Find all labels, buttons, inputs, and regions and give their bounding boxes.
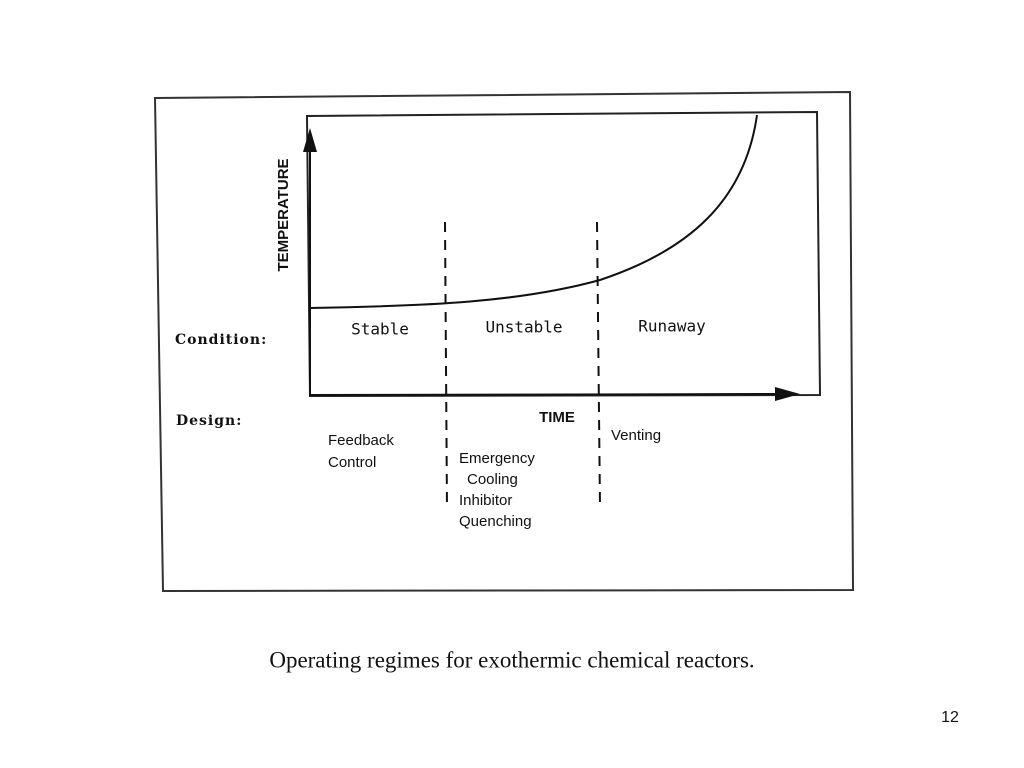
design-item: Control [328,454,376,471]
y-arrow [303,128,317,152]
condition-label: Condition: [175,332,267,348]
figure-frame [153,90,855,593]
design-item: Cooling [467,471,518,488]
page-number: 12 [941,709,959,726]
y-axis-label: TEMPERATURE [275,158,292,271]
x-axis [309,393,786,396]
condition: Stable [351,320,409,339]
design-item: Inhibitor [459,492,512,509]
design-item: Venting [611,427,661,444]
condition: Unstable [485,318,562,337]
regime-divider [596,221,601,509]
design-item: Emergency [459,450,535,467]
regime-divider [444,221,448,511]
x-arrow [775,387,800,401]
condition: Runaway [638,317,706,336]
design-item: Quenching [459,513,532,530]
x-axis-label: TIME [539,409,575,426]
design-label: Design: [176,413,242,429]
design-item: Feedback [328,432,394,449]
temperature-curve [309,114,758,309]
caption: Operating regimes for exothermic chemica… [269,647,754,672]
